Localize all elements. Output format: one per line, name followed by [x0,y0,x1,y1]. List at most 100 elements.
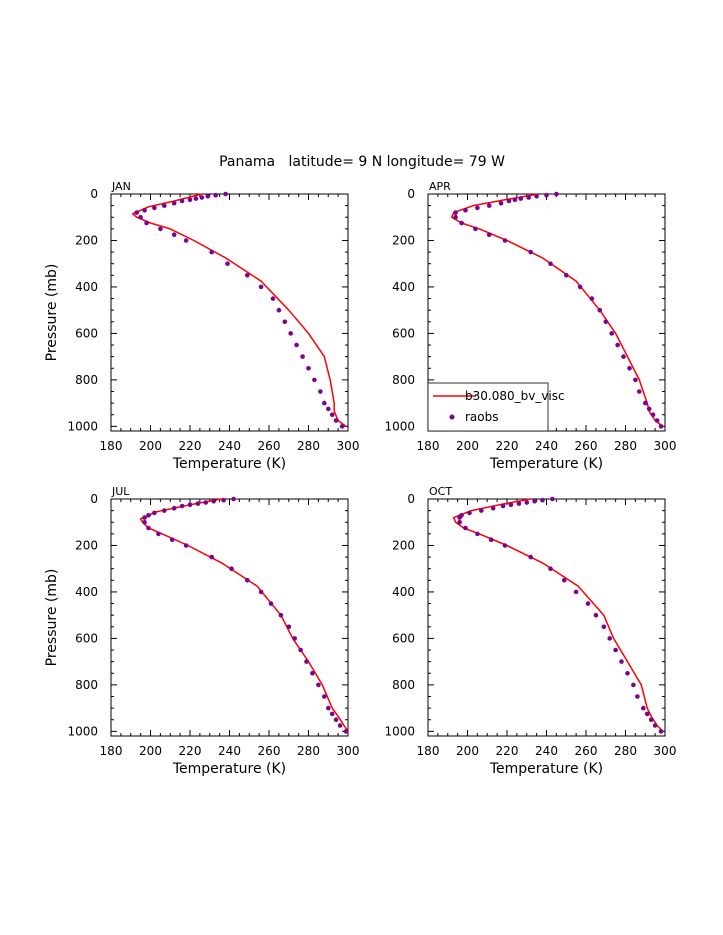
obs-point [316,682,321,688]
obs-point [453,210,458,215]
obs-point [179,198,185,204]
obs-point [550,496,555,502]
obs-point [562,578,567,583]
obs-point [625,671,630,676]
x-tick-label: 180 [100,744,123,758]
obs-point [211,499,216,504]
y-tick-label: 800 [392,678,415,692]
obs-point [488,537,494,542]
x-tick-label: 240 [218,439,241,453]
obs-point [142,208,147,213]
x-tick-label: 180 [417,744,440,758]
obs-point [292,636,298,641]
y-tick-label: 1000 [384,419,415,433]
x-tick-label: 260 [575,439,598,453]
obs-point [282,319,288,325]
x-axis-label: Temperature (K) [489,456,603,472]
obs-point [502,543,508,548]
y-tick-label: 400 [392,585,415,599]
obs-point [326,406,331,412]
obs-point [577,284,583,290]
obs-point [453,214,458,220]
obs-point [203,500,209,505]
x-tick-label: 280 [614,439,637,453]
obs-point [613,647,618,653]
y-tick-label: 600 [392,326,415,340]
obs-point [298,647,303,653]
obs-point [479,508,484,513]
x-tick-label: 200 [456,439,479,453]
obs-point [312,377,317,383]
obs-point [142,519,147,525]
obs-point [459,220,464,226]
obs-point [245,273,250,278]
y-tick-label: 800 [75,678,98,692]
obs-point [646,406,652,412]
x-axis-label: Temperature (K) [489,761,603,777]
x-tick-label: 300 [654,439,677,453]
y-tick-label: 600 [75,631,98,645]
obs-point [548,261,553,267]
obs-point [156,531,161,537]
obs-point [333,418,339,423]
x-tick-label: 220 [496,439,519,453]
obs-point [205,194,211,199]
x-tick-label: 280 [297,439,320,453]
obs-point [183,543,189,548]
y-tick-label: 400 [392,280,415,294]
obs-point [658,424,664,429]
x-axis-label: Temperature (K) [172,761,286,777]
obs-point [486,203,492,208]
x-tick-label: 300 [654,744,677,758]
x-tick-label: 220 [179,439,202,453]
panel-apr: 180 200 220 240 260 280 300 0 200 400 600 800 1000 Te… [384,180,676,472]
obs-point [318,389,323,394]
obs-point [601,624,607,630]
obs-point [158,226,163,232]
y-tick-label: 400 [75,585,98,599]
obs-point [644,711,650,717]
obs-point [524,500,530,505]
x-axis-label: Temperature (K) [172,456,286,472]
obs-point [322,694,327,699]
obs-point [609,331,614,336]
obs-point [603,319,609,325]
obs-point [258,589,264,595]
obs-point [463,525,468,531]
y-tick-label: 0 [90,187,98,201]
obs-point [245,578,250,583]
x-tick-label: 200 [139,744,162,758]
y-tick-label: 200 [75,538,98,552]
obs-point [648,717,654,722]
x-tick-label: 180 [100,439,123,453]
obs-point [213,192,218,198]
obs-point [286,624,292,630]
y-tick-label: 200 [75,233,98,247]
obs-point [607,636,612,641]
obs-point [475,205,480,211]
obs-point [528,554,533,560]
obs-point [142,515,147,520]
obs-point [229,566,234,571]
obs-point [635,694,640,699]
obs-point [473,226,478,232]
obs-point [654,418,660,423]
obs-point [597,307,603,313]
obs-point [270,296,276,301]
x-tick-label: 300 [337,439,360,453]
obs-point [589,296,595,301]
obs-point [498,201,504,206]
obs-point [152,205,157,211]
obs-point [544,192,549,198]
y-tick-label: 1000 [67,724,98,738]
obs-point [631,682,636,688]
obs-point [564,273,569,278]
y-axis-label: Pressure (mb) [44,264,60,362]
obs-point [310,671,315,676]
obs-point [162,203,167,208]
y-tick-label: 0 [90,492,98,506]
plot-frame [427,498,666,737]
obs-point [573,589,579,595]
y-tick-label: 800 [75,373,98,387]
obs-point [276,307,282,313]
